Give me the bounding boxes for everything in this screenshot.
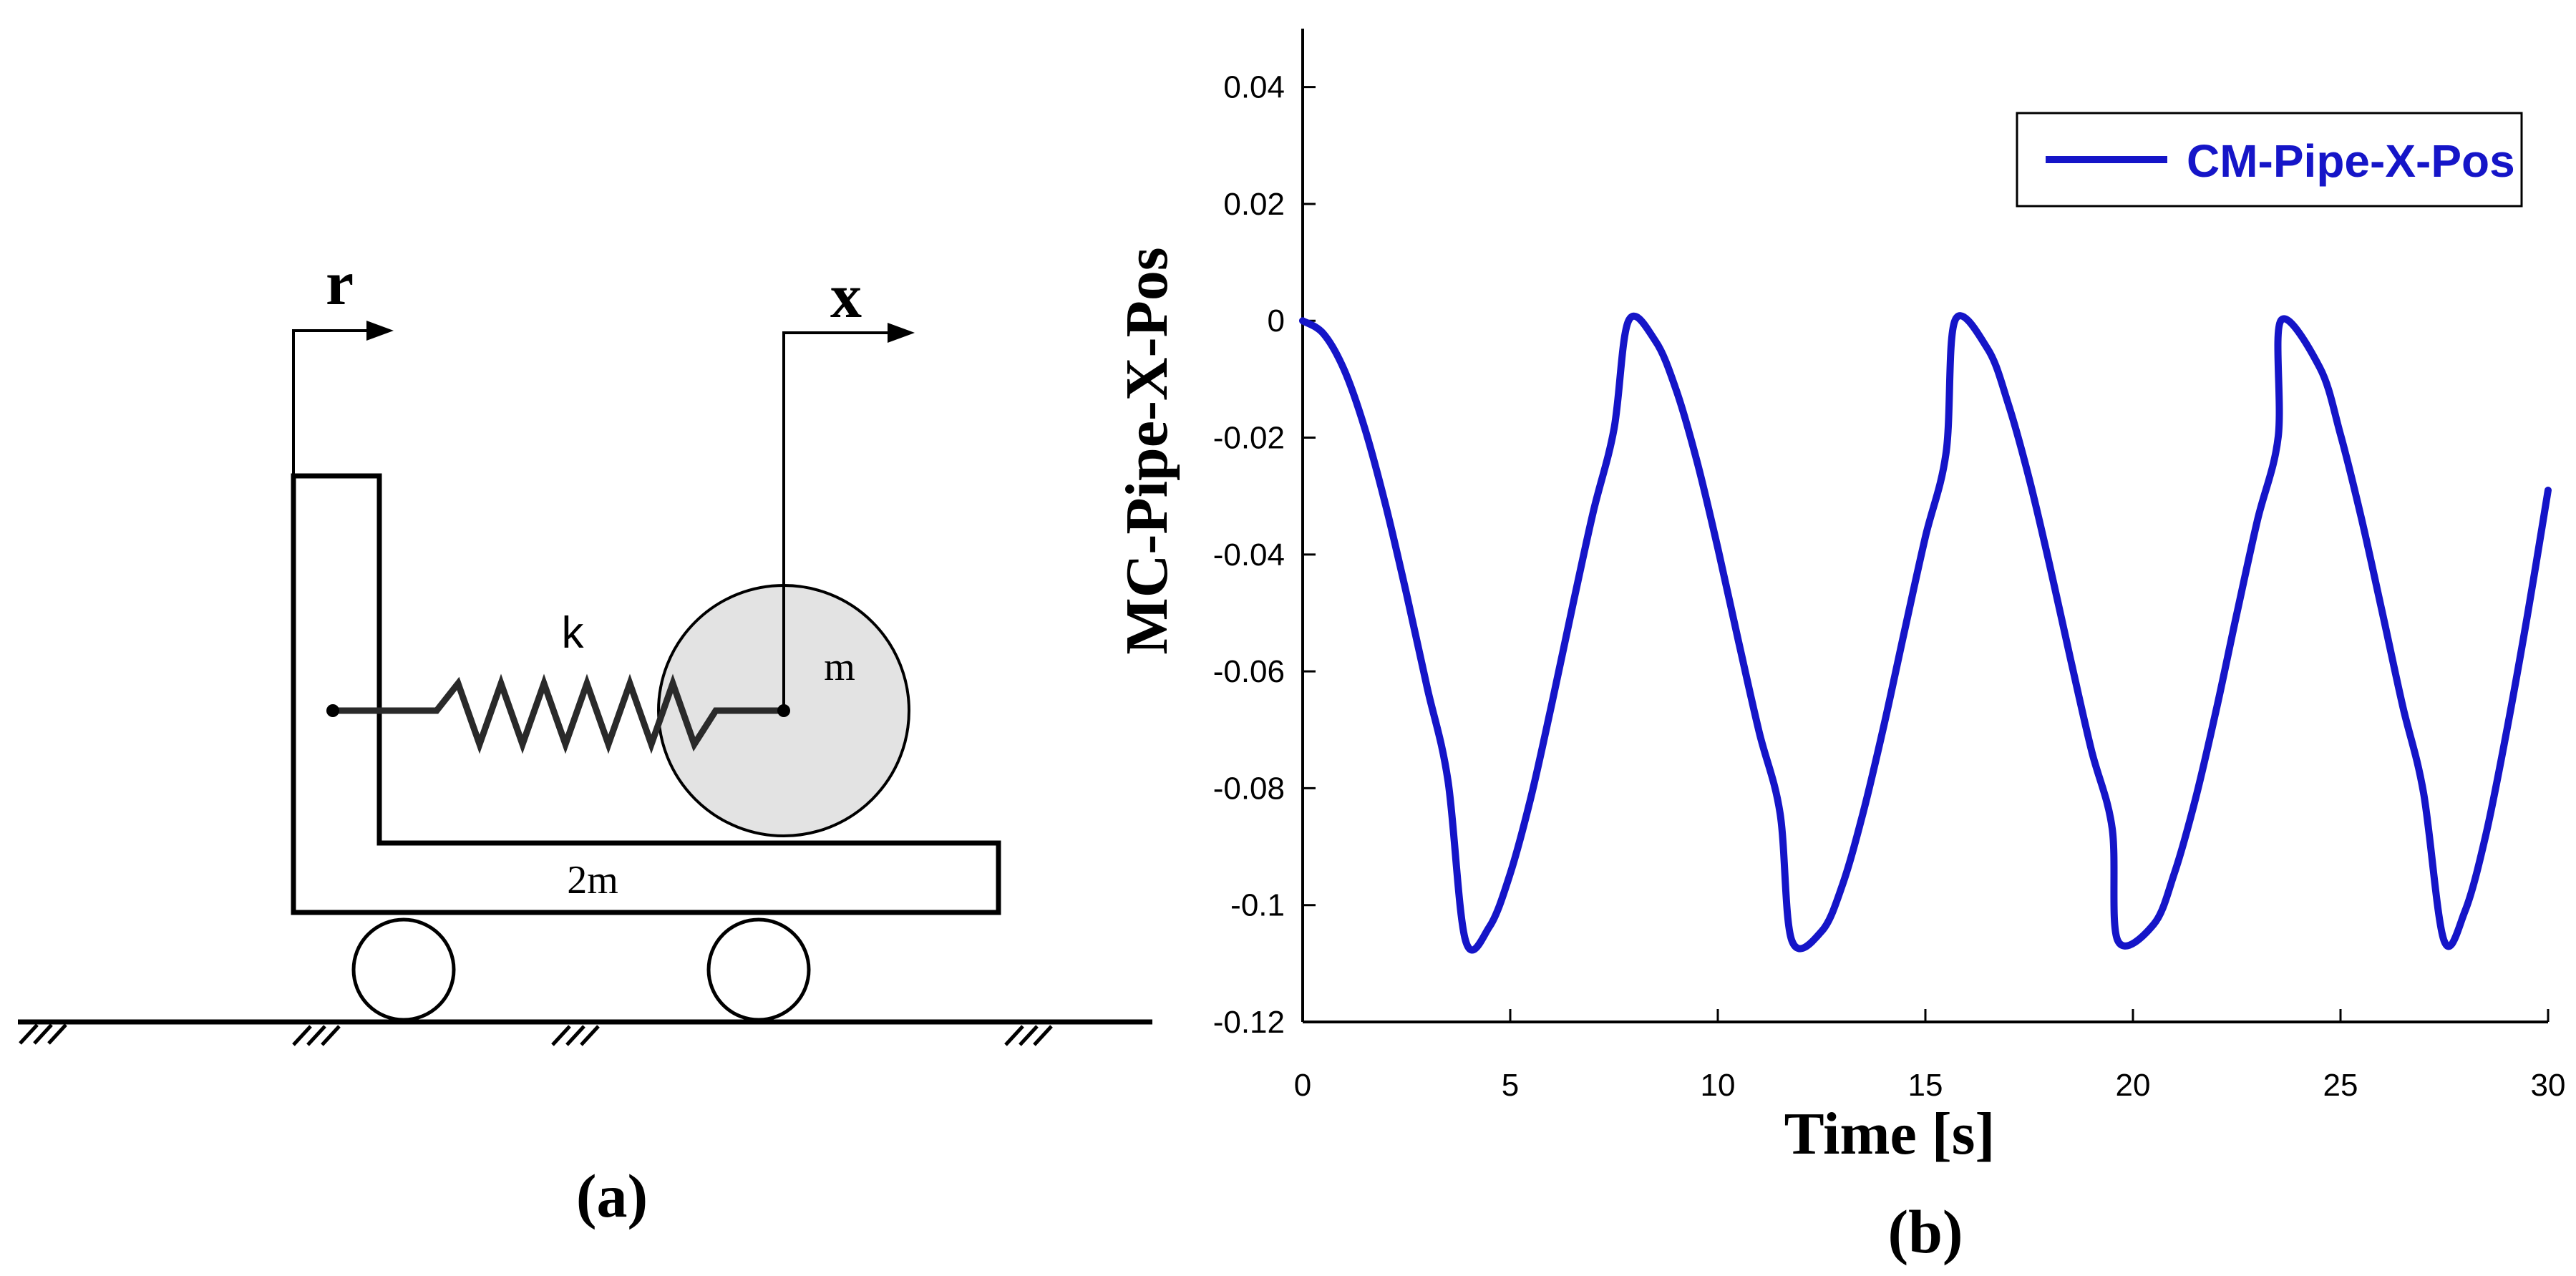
y-tick-label: -0.1 — [1230, 888, 1285, 923]
label-2m: 2m — [567, 858, 618, 902]
r-arrow-head — [366, 321, 394, 341]
y-tick-label: -0.02 — [1213, 421, 1285, 456]
y-tick-label: -0.04 — [1213, 537, 1285, 573]
y-tick-label: 0.02 — [1223, 187, 1285, 222]
x-tick-label: 10 — [1701, 1068, 1736, 1103]
cart-wheel-left — [351, 917, 456, 1022]
y-tick-label: 0 — [1268, 303, 1285, 339]
spring — [333, 673, 784, 754]
x-tick-label: 5 — [1502, 1068, 1519, 1103]
ground-hatch — [551, 1025, 600, 1046]
chart-panel: 0.04 0.02 0 -0.02 -0.04 -0.06 -0.08 -0.1 -0.12 0… — [1114, 29, 2565, 1266]
x-tick-label: 15 — [1908, 1068, 1943, 1103]
spring-anchor-dot — [326, 704, 339, 717]
y-ticks: 0.04 0.02 0 -0.02 -0.04 -0.06 -0.08 -0.1 -0.12 — [1213, 70, 1316, 1040]
caption-a: (a) — [576, 1161, 648, 1230]
r-reference-line — [292, 329, 369, 476]
caption-b: (b) — [1887, 1197, 1963, 1266]
x-ticks: 0 5 10 15 20 25 30 — [1294, 1009, 2566, 1103]
ground-hatch — [19, 1023, 67, 1045]
cart-wheel-right — [706, 917, 811, 1022]
label-r: r — [326, 249, 354, 318]
diagram-labels: r x k m 2m (a) — [326, 249, 862, 1230]
ground-hatch — [1004, 1025, 1053, 1046]
x-tick-label: 20 — [2116, 1068, 2151, 1103]
y-tick-label: -0.12 — [1213, 1005, 1285, 1040]
ball-center-dot — [777, 704, 790, 717]
legend: CM-Pipe-X-Pos — [2016, 112, 2523, 208]
x-tick-label: 25 — [2323, 1068, 2358, 1103]
x-tick-label: 30 — [2531, 1068, 2566, 1103]
diagram-panel — [18, 321, 1152, 1046]
ground-hatch — [292, 1025, 341, 1046]
label-m: m — [824, 645, 855, 689]
label-k: k — [562, 608, 585, 658]
y-axis-title: MC-Pipe-X-Pos — [1114, 247, 1180, 654]
cart-body — [291, 473, 1001, 915]
x-axis-title: Time [s] — [1784, 1101, 1996, 1167]
x-arrow-head — [888, 323, 915, 343]
legend-entry-label: CM-Pipe-X-Pos — [2187, 135, 2515, 187]
y-tick-label: 0.04 — [1223, 70, 1285, 105]
label-x: x — [830, 262, 862, 331]
series-line — [1299, 312, 2552, 954]
series-layer — [1299, 312, 2552, 954]
y-tick-label: -0.08 — [1213, 771, 1285, 806]
x-reference-line — [782, 331, 888, 711]
y-tick-label: -0.06 — [1213, 654, 1285, 689]
x-tick-label: 0 — [1294, 1068, 1311, 1103]
